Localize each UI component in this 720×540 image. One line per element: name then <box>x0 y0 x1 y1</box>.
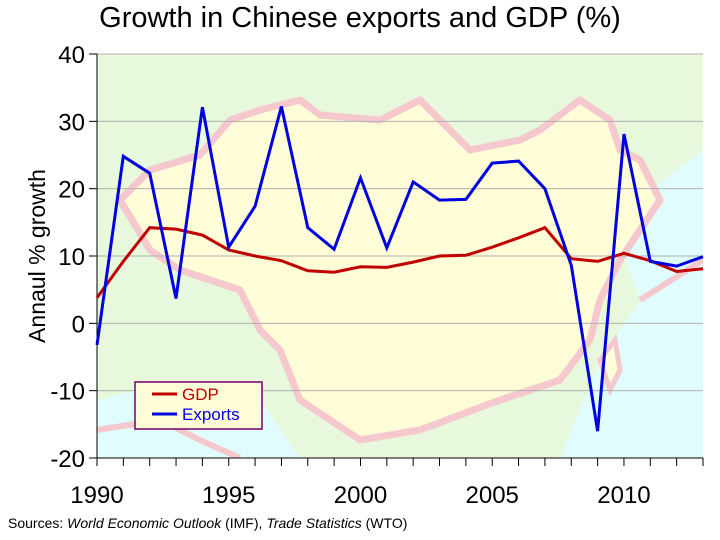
series-lines <box>95 106 704 432</box>
legend-label-exports: Exports <box>182 405 240 424</box>
source-note: Sources: World Economic Outlook (IMF), T… <box>8 515 407 531</box>
y-tick-label: -10 <box>50 379 85 406</box>
chart-title: Growth in Chinese exports and GDP (%) <box>99 2 621 34</box>
x-tick-label: 1990 <box>70 482 123 509</box>
series-line-gdp <box>95 225 704 299</box>
source-wto: (WTO) <box>361 515 408 531</box>
legend: GDP Exports <box>134 381 263 430</box>
y-axis-title: Annaul % growth <box>24 169 50 343</box>
x-tick-label: 2000 <box>334 482 387 509</box>
x-tick-label: 2010 <box>597 482 650 509</box>
source-weo: World Economic Outlook <box>67 515 222 531</box>
y-tick-label: -20 <box>50 446 85 473</box>
axes <box>89 53 704 466</box>
x-tick-label: 2005 <box>466 482 519 509</box>
y-tick-label: 40 <box>58 42 85 69</box>
y-tick-label: 30 <box>58 109 85 136</box>
source-trade-stats: Trade Statistics <box>266 515 362 531</box>
y-tick-label: 10 <box>58 244 85 271</box>
gridlines <box>97 53 703 392</box>
series-line-exports <box>95 106 704 432</box>
y-tick-label: 0 <box>72 311 85 338</box>
tick-labels: -20 -10 0 10 20 30 40 1990 1995 2000 2005 2010 <box>50 42 650 509</box>
y-tick-label: 20 <box>58 177 85 204</box>
legend-label-gdp: GDP <box>182 385 219 404</box>
x-tick-label: 1995 <box>202 482 255 509</box>
source-prefix: Sources: <box>8 515 68 531</box>
source-imf: (IMF), <box>221 515 267 531</box>
